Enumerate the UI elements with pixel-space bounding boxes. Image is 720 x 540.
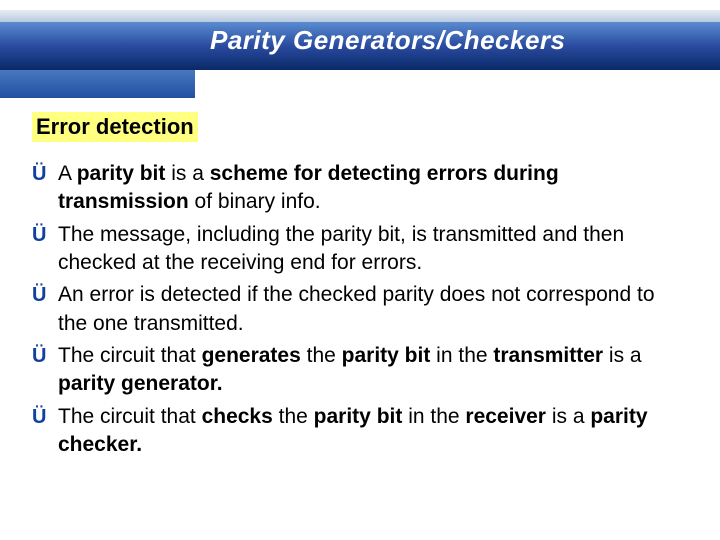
bullet-item: ÜAn error is detected if the checked par… — [32, 281, 688, 338]
arrow-bullet-icon: Ü — [32, 160, 58, 188]
bullet-text: A parity bit is a scheme for detecting e… — [58, 160, 688, 217]
bullet-item: ÜA parity bit is a scheme for detecting … — [32, 160, 688, 217]
bullet-text: The circuit that checks the parity bit i… — [58, 403, 688, 460]
arrow-bullet-icon: Ü — [32, 342, 58, 370]
arrow-bullet-icon: Ü — [32, 221, 58, 249]
bullet-text: An error is detected if the checked pari… — [58, 281, 688, 338]
bullet-text: The message, including the parity bit, i… — [58, 221, 688, 278]
bullet-item: ÜThe message, including the parity bit, … — [32, 221, 688, 278]
bullet-item: ÜThe circuit that checks the parity bit … — [32, 403, 688, 460]
bullet-text: The circuit that generates the parity bi… — [58, 342, 688, 399]
header-tab — [0, 70, 195, 98]
bullet-list: ÜA parity bit is a scheme for detecting … — [32, 160, 688, 463]
bullet-item: ÜThe circuit that generates the parity b… — [32, 342, 688, 399]
header-light-strip — [0, 10, 720, 22]
arrow-bullet-icon: Ü — [32, 281, 58, 309]
arrow-bullet-icon: Ü — [32, 403, 58, 431]
section-heading: Error detection — [32, 112, 198, 142]
slide-title: Parity Generators/Checkers — [210, 25, 566, 56]
